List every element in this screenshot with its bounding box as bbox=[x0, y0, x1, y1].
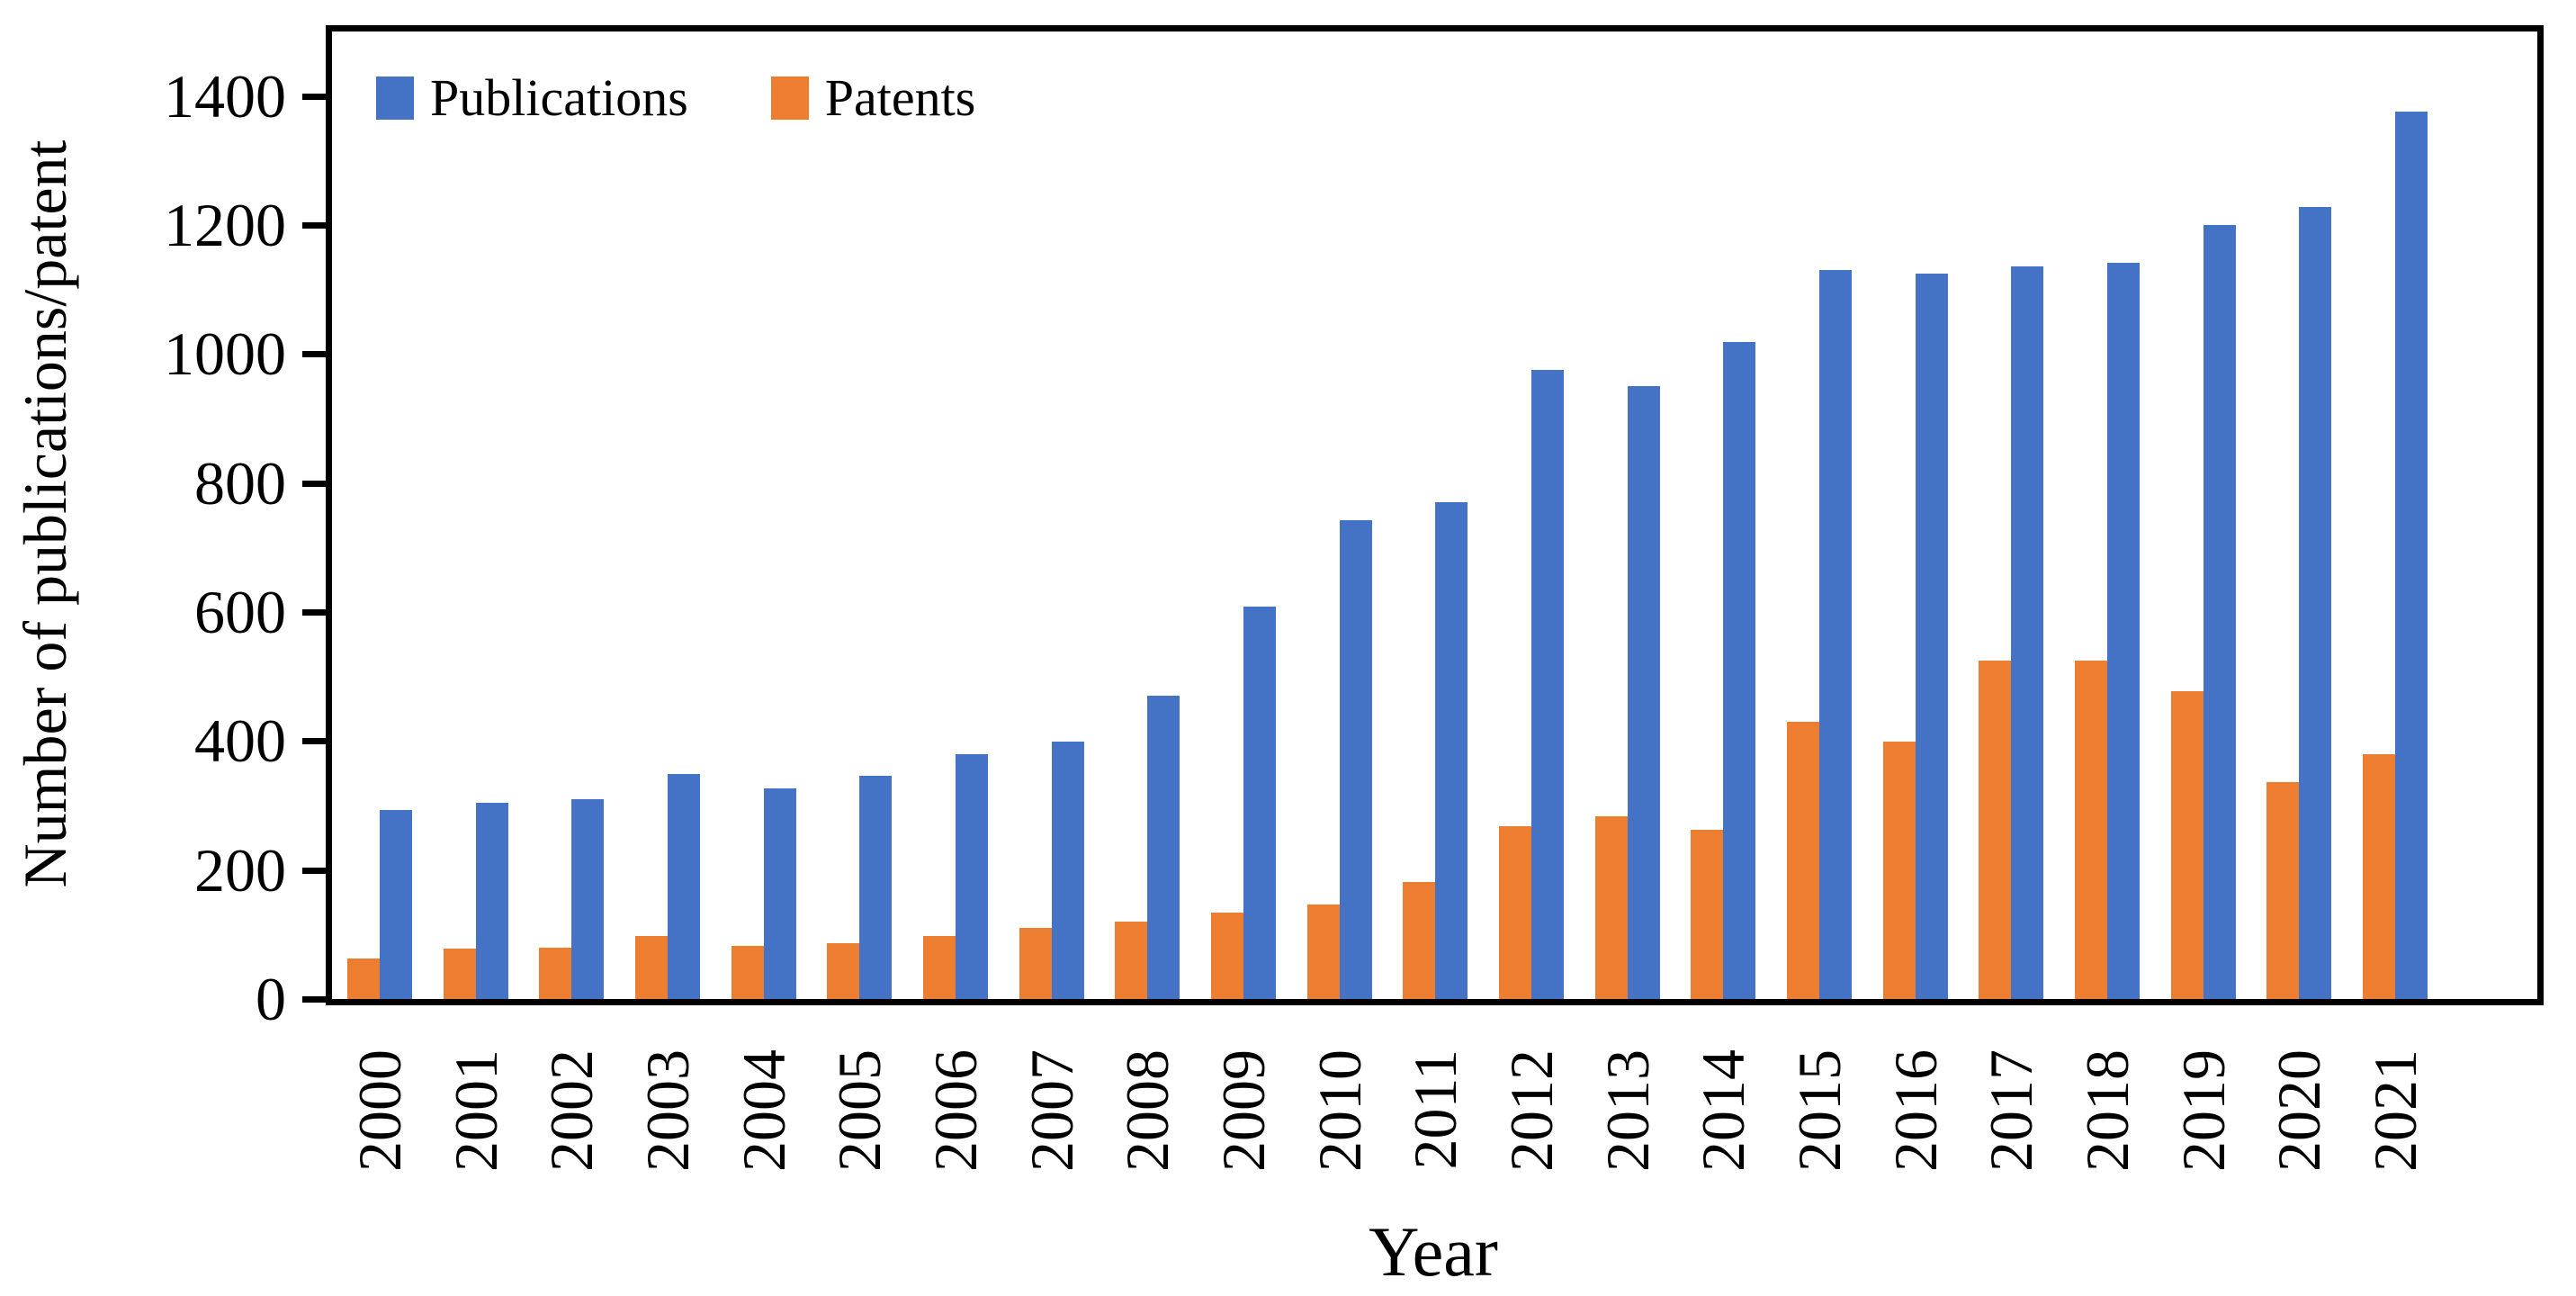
x-tick-label-2015: 2015 bbox=[1785, 1049, 1853, 1172]
y-tick-label-600: 600 bbox=[194, 578, 286, 646]
bar-patents-2009 bbox=[1211, 913, 1243, 999]
patents-swatch-icon bbox=[770, 76, 809, 120]
x-tick-label-2017: 2017 bbox=[1977, 1049, 2045, 1172]
publications-swatch-icon bbox=[376, 76, 414, 120]
legend-label-patents: Patents bbox=[824, 68, 976, 127]
y-tick-mark-600 bbox=[302, 609, 326, 616]
bar-patents-2011 bbox=[1403, 882, 1435, 999]
legend: Publications Patents bbox=[376, 70, 975, 126]
bar-publications-2018 bbox=[2107, 263, 2140, 999]
x-tick-label-2000: 2000 bbox=[346, 1049, 414, 1172]
bar-publications-2020 bbox=[2299, 207, 2331, 999]
bar-patents-2021 bbox=[2363, 754, 2395, 999]
bar-patents-2007 bbox=[1019, 928, 1052, 999]
y-axis-title: Number of publications/patent bbox=[11, 140, 79, 888]
x-tick-label-2002: 2002 bbox=[537, 1049, 606, 1172]
bar-patents-2014 bbox=[1691, 830, 1723, 999]
bar-patents-2002 bbox=[539, 948, 571, 999]
y-tick-label-1400: 1400 bbox=[164, 62, 286, 130]
bar-publications-2013 bbox=[1628, 386, 1660, 999]
bar-patents-2016 bbox=[1883, 742, 1916, 999]
y-tick-mark-800 bbox=[302, 481, 326, 487]
bar-publications-2015 bbox=[1819, 270, 1852, 999]
bar-publications-2017 bbox=[2011, 266, 2043, 999]
bar-publications-2002 bbox=[571, 799, 604, 999]
x-tick-label-2021: 2021 bbox=[2361, 1049, 2429, 1172]
bar-patents-2019 bbox=[2171, 691, 2204, 999]
x-tick-label-2006: 2006 bbox=[921, 1049, 990, 1172]
x-tick-label-2016: 2016 bbox=[1881, 1049, 1950, 1172]
bar-patents-2017 bbox=[1979, 661, 2011, 999]
x-tick-label-2001: 2001 bbox=[442, 1049, 510, 1172]
legend-item-publications: Publications bbox=[376, 70, 688, 126]
x-axis-title: Year bbox=[1369, 1212, 1498, 1291]
x-tick-label-2020: 2020 bbox=[2265, 1049, 2333, 1172]
legend-label-publications: Publications bbox=[430, 68, 688, 127]
y-tick-label-1200: 1200 bbox=[164, 191, 286, 259]
bar-publications-2000 bbox=[380, 810, 412, 999]
x-tick-label-2004: 2004 bbox=[730, 1049, 798, 1172]
bar-patents-2013 bbox=[1595, 816, 1628, 999]
x-tick-label-2005: 2005 bbox=[825, 1049, 893, 1172]
bar-patents-2020 bbox=[2266, 782, 2299, 999]
bar-publications-2004 bbox=[764, 788, 796, 999]
x-tick-label-2007: 2007 bbox=[1018, 1049, 1086, 1172]
bar-publications-2014 bbox=[1723, 342, 1755, 999]
x-tick-label-2014: 2014 bbox=[1689, 1049, 1757, 1172]
bar-publications-2008 bbox=[1147, 696, 1180, 999]
y-tick-mark-200 bbox=[302, 868, 326, 874]
y-tick-mark-1200 bbox=[302, 222, 326, 229]
bar-patents-2015 bbox=[1787, 722, 1819, 999]
bar-patents-2004 bbox=[732, 946, 764, 999]
bar-publications-2009 bbox=[1243, 607, 1276, 999]
x-tick-label-2019: 2019 bbox=[2169, 1049, 2238, 1172]
bar-publications-2012 bbox=[1531, 370, 1564, 999]
y-tick-label-800: 800 bbox=[194, 449, 286, 518]
bar-publications-2021 bbox=[2395, 112, 2428, 999]
legend-item-patents: Patents bbox=[770, 68, 976, 127]
bar-publications-2005 bbox=[859, 776, 892, 999]
bar-patents-2001 bbox=[444, 949, 476, 999]
y-tick-label-1000: 1000 bbox=[164, 320, 286, 388]
x-tick-label-2018: 2018 bbox=[2073, 1049, 2141, 1172]
bar-patents-2006 bbox=[923, 936, 956, 999]
y-tick-mark-0 bbox=[302, 996, 326, 1003]
bar-publications-2001 bbox=[476, 803, 508, 999]
bar-publications-2011 bbox=[1435, 502, 1468, 999]
bar-publications-2019 bbox=[2204, 225, 2236, 999]
bar-publications-2010 bbox=[1340, 520, 1372, 999]
bar-patents-2008 bbox=[1115, 922, 1147, 999]
bar-publications-2006 bbox=[956, 754, 988, 999]
plot-area bbox=[332, 32, 2537, 999]
bar-patents-2010 bbox=[1307, 904, 1340, 999]
y-tick-mark-400 bbox=[302, 738, 326, 744]
y-tick-label-0: 0 bbox=[256, 965, 286, 1033]
bar-patents-2018 bbox=[2075, 661, 2107, 999]
y-tick-mark-1000 bbox=[302, 351, 326, 357]
bar-publications-2003 bbox=[668, 774, 700, 999]
y-tick-mark-1400 bbox=[302, 94, 326, 100]
x-tick-label-2008: 2008 bbox=[1113, 1049, 1181, 1172]
bar-patents-2012 bbox=[1499, 826, 1531, 999]
bar-patents-2003 bbox=[635, 936, 668, 999]
bar-publications-2007 bbox=[1052, 742, 1084, 999]
bar-publications-2016 bbox=[1916, 274, 1948, 999]
bar-patents-2000 bbox=[347, 958, 380, 999]
x-tick-label-2003: 2003 bbox=[633, 1049, 702, 1172]
y-tick-label-200: 200 bbox=[194, 836, 286, 904]
y-tick-label-400: 400 bbox=[194, 706, 286, 775]
bar-patents-2005 bbox=[827, 943, 859, 999]
